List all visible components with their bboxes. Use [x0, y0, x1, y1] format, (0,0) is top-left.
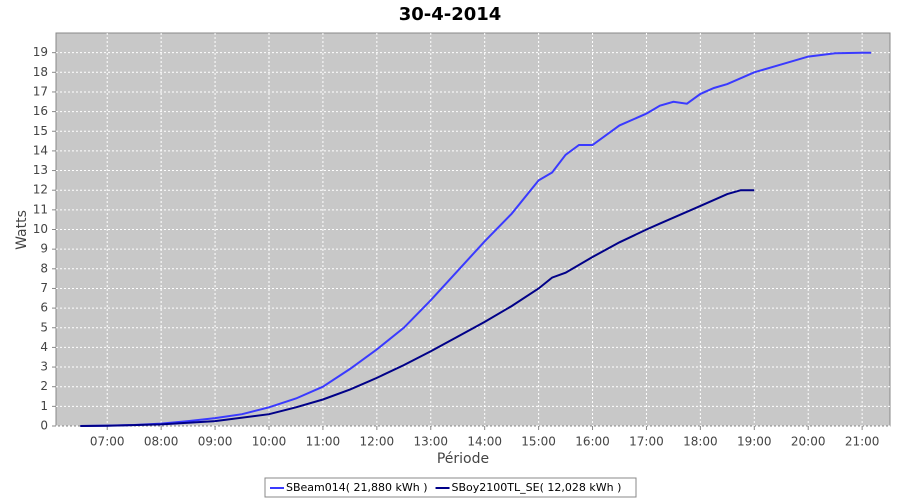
x-tick-label: 12:00 [360, 435, 395, 449]
y-tick-label: 1 [40, 399, 48, 413]
y-axis-label: Watts [14, 210, 30, 250]
x-tick-label: 08:00 [144, 435, 179, 449]
series-line [80, 51, 872, 427]
legend-label: SBeam014( 21,880 kWh ) [286, 481, 428, 494]
y-tick-label: 11 [33, 202, 48, 216]
y-tick-label: 0 [40, 419, 48, 433]
y-tick-label: 9 [40, 242, 48, 256]
x-tick-label: 07:00 [90, 435, 125, 449]
y-tick-label: 3 [40, 360, 48, 374]
x-tick-label: 19:00 [737, 435, 772, 449]
y-tick-label: 8 [40, 261, 48, 275]
legend-label: SBoy2100TL_SE( 12,028 kWh ) [452, 481, 622, 494]
x-tick-label: 15:00 [521, 435, 556, 449]
chart-title: 30-4-2014 [399, 4, 502, 25]
x-tick-label: 13:00 [413, 435, 448, 449]
x-tick-label: 16:00 [575, 435, 610, 449]
x-axis-label: Période [437, 451, 489, 467]
x-tick-label: 17:00 [629, 435, 664, 449]
x-tick-label: 20:00 [791, 435, 826, 449]
y-tick-label: 13 [33, 163, 48, 177]
y-tick-label: 17 [33, 84, 48, 98]
x-tick-label: 11:00 [306, 435, 341, 449]
x-tick-label: 09:00 [198, 435, 233, 449]
y-tick-label: 6 [40, 301, 48, 315]
y-tick-label: 19 [33, 45, 48, 59]
y-tick-label: 18 [33, 65, 48, 79]
x-tick-label: 18:00 [683, 435, 718, 449]
y-tick-label: 7 [40, 281, 48, 295]
legend [264, 477, 637, 498]
y-tick-label: 16 [33, 104, 48, 118]
x-tick-label: 21:00 [845, 435, 880, 449]
y-tick-label: 10 [33, 222, 48, 236]
y-tick-label: 12 [33, 183, 48, 197]
y-tick-label: 2 [40, 379, 48, 393]
y-tick-label: 5 [40, 320, 48, 334]
x-tick-label: 14:00 [467, 435, 502, 449]
y-tick-label: 15 [33, 124, 48, 138]
y-tick-label: 14 [33, 143, 48, 157]
series-line [80, 189, 755, 427]
y-tick-label: 4 [40, 340, 48, 354]
x-tick-label: 10:00 [252, 435, 287, 449]
